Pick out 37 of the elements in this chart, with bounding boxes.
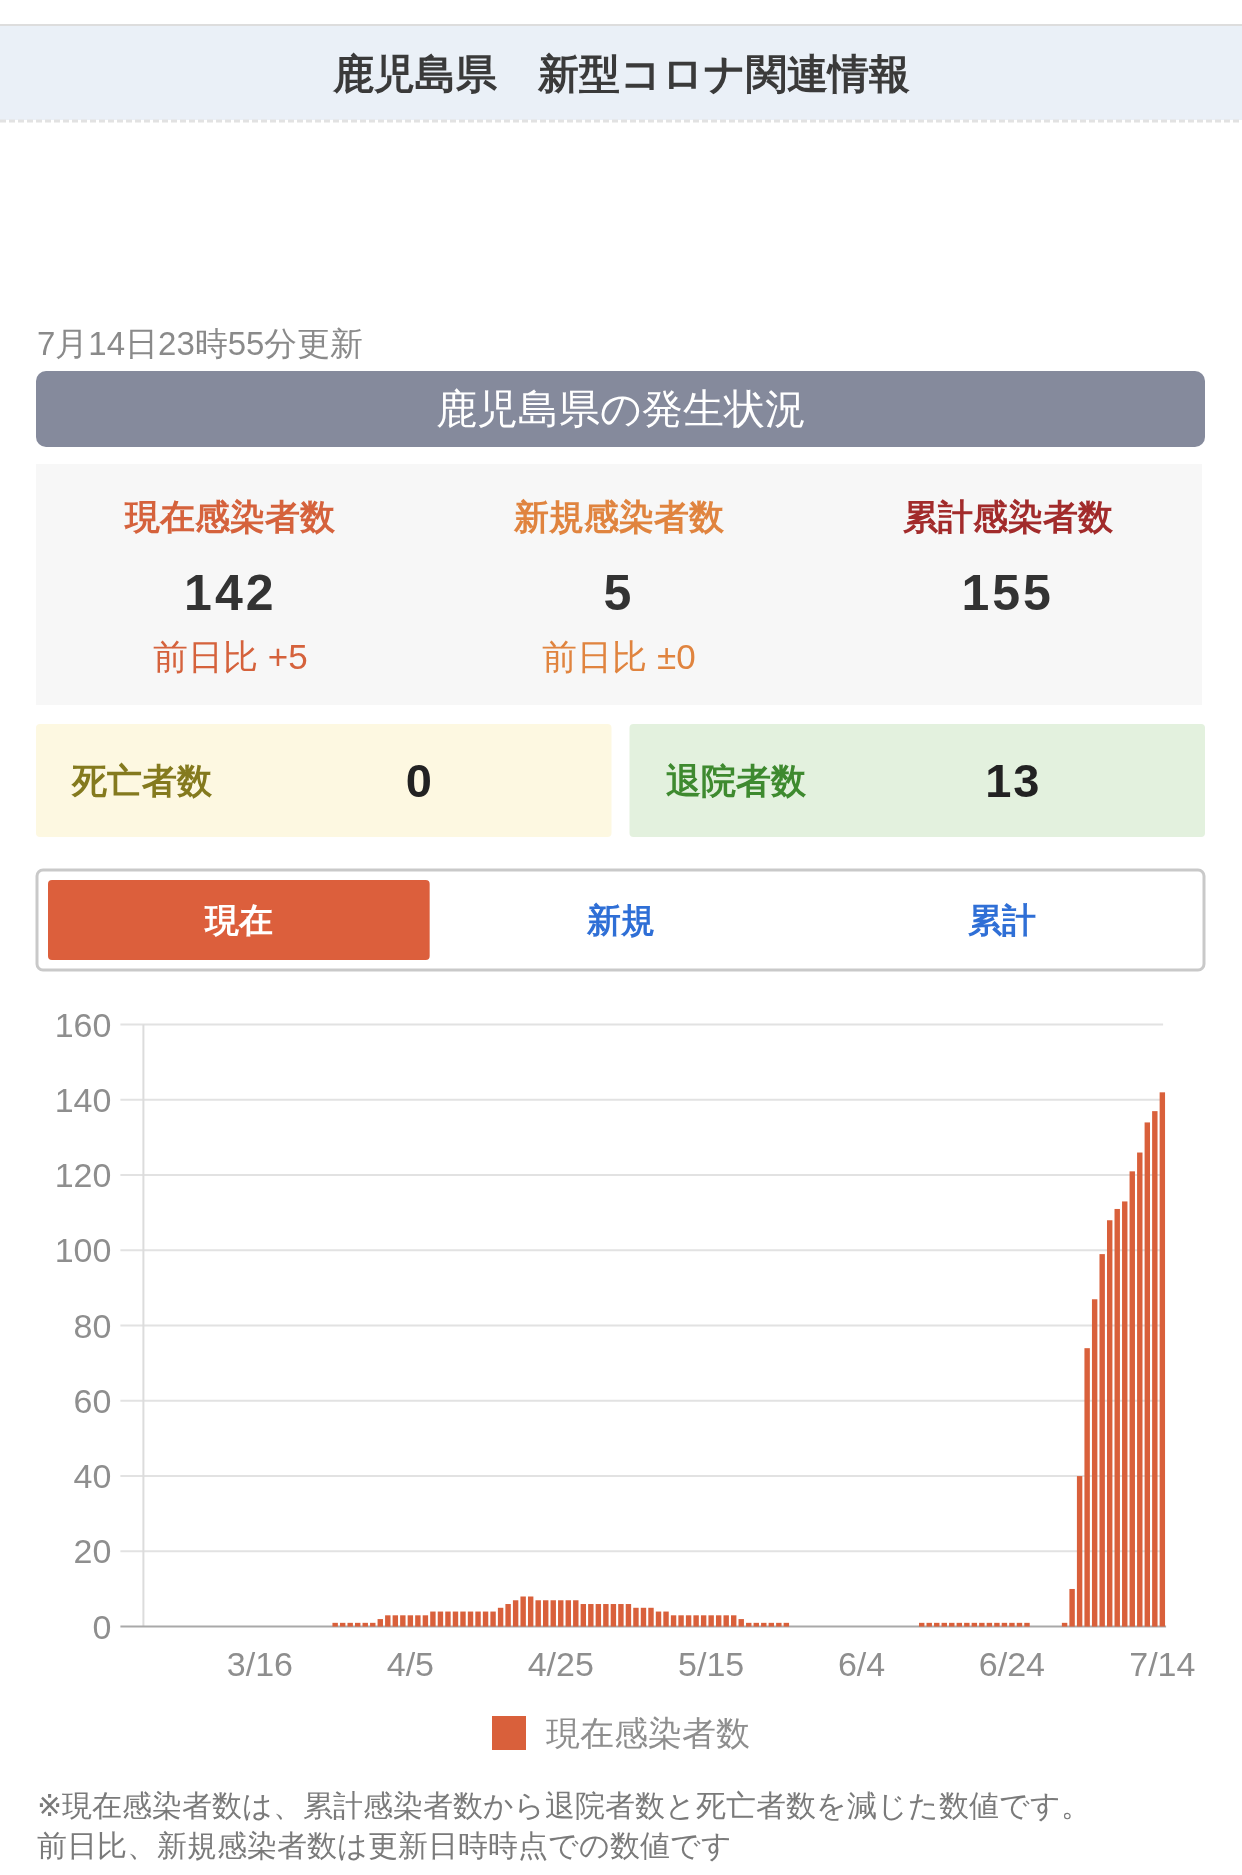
xtick: 6/4 [837, 1644, 886, 1683]
stat-value: 13 [985, 754, 1042, 807]
stat-value: 0 [405, 754, 434, 807]
stat-value: 155 [961, 565, 1054, 621]
ytick: 120 [54, 1156, 112, 1195]
ytick: 20 [73, 1532, 112, 1571]
tab-label: 新規 [586, 901, 655, 939]
xtick: 6/24 [978, 1644, 1046, 1683]
stat-label: 死亡者数 [72, 761, 212, 800]
stat-change: 前日比 +5 [153, 636, 308, 676]
ytick: 60 [73, 1381, 112, 1420]
title: 鹿児島県 新型コロナ関連情報 [332, 51, 910, 97]
stat-label: 退院者数 [665, 761, 806, 800]
stat-value: 5 [603, 565, 635, 621]
xtick: 5/15 [678, 1644, 745, 1683]
tab-label: 現在 [204, 901, 273, 939]
legend-label: 現在感染者数 [546, 1714, 750, 1752]
ytick: 0 [92, 1607, 112, 1646]
panel-title: 鹿児島県の発生状況 [436, 386, 806, 432]
stat-change: 前日比 ±0 [542, 636, 696, 676]
stat-label: 新規感染者数 [514, 496, 724, 536]
tab-label: 累計 [968, 901, 1037, 939]
stat-label: 累計感染者数 [902, 496, 1113, 536]
note: 前日比、新規感染者数は更新日時時点での数値です [37, 1828, 732, 1862]
xtick: 7/14 [1129, 1644, 1196, 1683]
ytick: 100 [54, 1231, 112, 1270]
stat-label: 現在感染者数 [125, 496, 336, 536]
stat-value: 142 [184, 565, 277, 621]
xtick: 4/5 [386, 1644, 434, 1683]
ytick: 140 [54, 1080, 112, 1119]
ytick: 80 [73, 1306, 112, 1345]
note: ※現在感染者数は、累計感染者数から退院者数と死亡者数を減じた数値です。 [37, 1788, 1092, 1822]
xtick: 3/16 [226, 1644, 294, 1683]
ytick: 40 [73, 1457, 112, 1496]
xtick: 4/25 [527, 1644, 594, 1683]
ytick: 160 [54, 1005, 112, 1044]
subtitle: 7月14日23時55分更新 [37, 324, 364, 362]
